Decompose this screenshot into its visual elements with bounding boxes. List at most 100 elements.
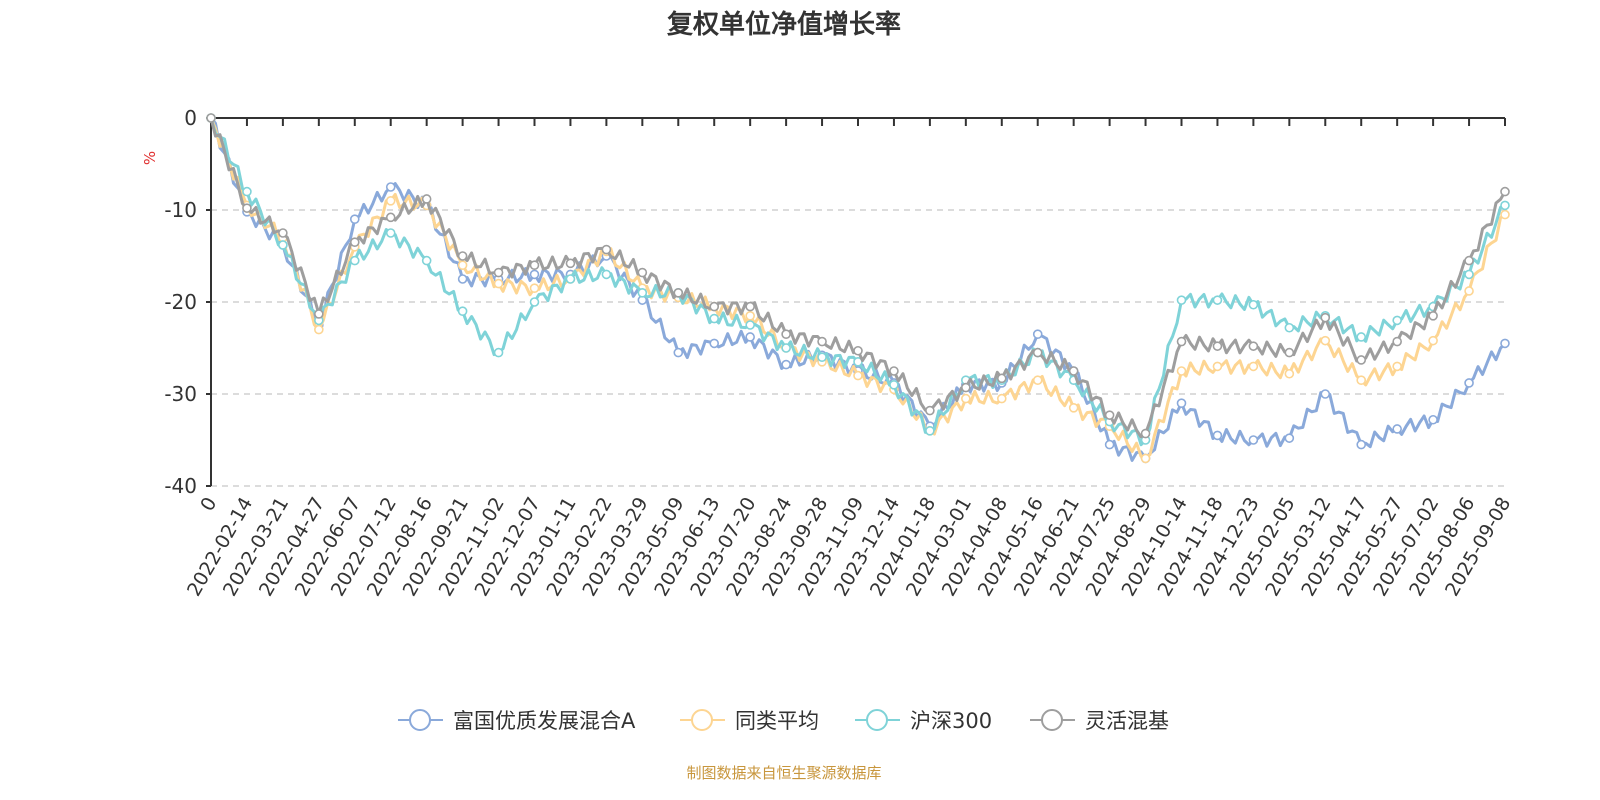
data-point xyxy=(385,228,396,238)
data-point xyxy=(1176,366,1187,376)
series-0 xyxy=(206,113,1510,464)
data-point xyxy=(817,336,827,347)
data-point xyxy=(996,373,1007,384)
data-point xyxy=(206,113,216,123)
data-point xyxy=(529,260,540,271)
x-tick-label: 0 xyxy=(196,494,221,515)
data-point xyxy=(601,269,612,280)
data-point xyxy=(637,267,648,278)
y-tick-label: -40 xyxy=(164,474,197,498)
data-point xyxy=(1248,435,1259,445)
data-point xyxy=(1356,375,1367,386)
data-point xyxy=(961,393,971,404)
data-point xyxy=(1320,312,1331,323)
data-point xyxy=(889,366,899,376)
data-point xyxy=(1392,315,1402,326)
legend-item[interactable]: 富国优质发展混合A xyxy=(398,709,636,733)
legend-marker-icon xyxy=(409,709,431,731)
data-point xyxy=(1356,439,1367,450)
data-point xyxy=(889,379,899,390)
series-line xyxy=(209,117,1506,447)
data-point xyxy=(493,278,504,289)
data-point xyxy=(1356,355,1367,365)
legend-label: 同类平均 xyxy=(735,709,819,733)
data-point xyxy=(385,182,396,192)
data-point xyxy=(745,320,755,330)
data-point xyxy=(1464,269,1474,280)
data-point xyxy=(457,251,468,261)
y-tick-label: -10 xyxy=(164,198,197,222)
series-3 xyxy=(206,113,1510,439)
data-point xyxy=(1500,186,1510,197)
data-point xyxy=(1392,424,1402,434)
data-point xyxy=(781,343,791,353)
legend-label: 灵活混基 xyxy=(1085,709,1169,733)
data-point xyxy=(457,274,468,284)
data-point xyxy=(242,186,252,197)
legend-marker-icon xyxy=(691,709,713,731)
y-tick-label: 0 xyxy=(184,106,197,130)
data-point xyxy=(781,329,791,340)
data-point xyxy=(1176,336,1187,347)
data-point xyxy=(1500,200,1510,211)
data-point xyxy=(1320,335,1331,346)
series-line xyxy=(209,117,1507,439)
data-point xyxy=(1428,414,1438,425)
data-point xyxy=(1500,338,1510,349)
data-point xyxy=(1392,361,1402,372)
data-point xyxy=(278,228,288,238)
data-point xyxy=(278,240,288,250)
data-point xyxy=(1032,347,1043,358)
legend-item[interactable]: 同类平均 xyxy=(680,709,819,733)
data-point xyxy=(709,338,720,349)
data-point xyxy=(925,425,935,436)
data-point xyxy=(1140,428,1151,439)
data-point xyxy=(1212,361,1223,372)
legend-marker-icon xyxy=(1041,709,1063,731)
data-point xyxy=(457,306,468,317)
data-point xyxy=(1248,341,1259,351)
data-point xyxy=(565,274,576,284)
data-point xyxy=(1392,336,1402,347)
data-point xyxy=(961,382,971,393)
data-point xyxy=(1032,375,1043,386)
data-point xyxy=(493,347,504,358)
data-point xyxy=(493,267,504,278)
legend-item[interactable]: 沪深300 xyxy=(855,709,992,733)
y-axis-label: % xyxy=(141,151,159,165)
data-point xyxy=(745,301,755,312)
data-point xyxy=(1428,310,1438,321)
data-point xyxy=(1104,410,1115,420)
data-point xyxy=(421,194,432,204)
data-point xyxy=(637,287,648,298)
data-point xyxy=(673,287,684,298)
data-point xyxy=(1212,341,1223,351)
data-point xyxy=(853,370,863,381)
y-tick-label: -30 xyxy=(164,382,197,406)
data-point xyxy=(745,310,755,321)
data-point xyxy=(1212,430,1223,441)
data-point xyxy=(745,332,755,342)
data-point xyxy=(529,283,540,294)
data-point xyxy=(781,359,791,370)
data-point xyxy=(1284,347,1295,358)
data-point xyxy=(1500,209,1510,220)
data-point xyxy=(529,269,540,280)
data-point xyxy=(1176,295,1187,305)
data-point xyxy=(1284,368,1295,379)
data-point xyxy=(1428,335,1438,346)
data-point xyxy=(349,255,360,266)
data-point xyxy=(529,297,540,307)
data-point xyxy=(1464,286,1474,296)
series-line xyxy=(209,117,1507,462)
legend-label: 富国优质发展混合A xyxy=(453,709,636,733)
chart-title: 复权单位净值增长率 xyxy=(666,10,901,40)
data-point xyxy=(1104,439,1115,450)
data-point xyxy=(1284,433,1295,443)
data-point xyxy=(1068,366,1079,376)
data-point xyxy=(1140,453,1151,464)
data-point xyxy=(1032,329,1043,340)
legend-item[interactable]: 灵活混基 xyxy=(1030,709,1169,733)
series-line xyxy=(209,117,1506,460)
data-point xyxy=(1248,299,1259,310)
